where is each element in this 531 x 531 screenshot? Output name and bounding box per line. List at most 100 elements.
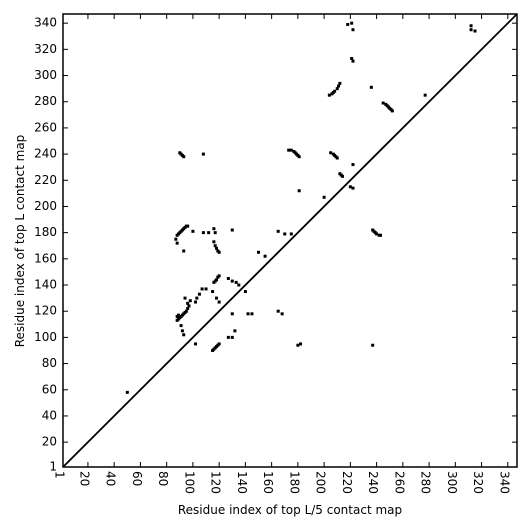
contact-point [337,84,341,88]
contact-point [246,312,250,316]
contact-point [381,101,385,105]
contact-point [180,329,184,333]
contact-point [351,59,355,63]
contact-point [335,156,339,160]
contact-point [375,232,379,236]
contact-point [215,246,219,250]
y-tick-label: 280 [34,94,57,108]
contact-point [289,232,293,236]
x-tick-label: 320 [471,471,485,494]
contact-point [263,254,267,258]
contact-point [175,241,179,245]
contact-point [215,278,219,282]
x-tick-label: 180 [287,471,301,494]
contact-point [195,296,199,300]
x-tick-label: 80 [156,471,170,486]
contact-point [207,231,211,235]
contact-point [469,28,473,32]
x-tick-label: 100 [182,471,196,494]
y-tick-label: 40 [42,408,57,422]
x-tick-label: 160 [261,471,275,494]
y-tick-label: 200 [34,199,57,213]
contact-point [350,21,354,25]
x-tick-label: 280 [419,471,433,494]
contact-point [212,227,216,231]
contact-point [230,279,234,283]
contact-point [257,250,261,254]
y-tick-label: 240 [34,147,57,161]
contact-point [335,87,339,91]
contact-point [327,93,331,97]
contact-point [351,28,355,32]
contact-point [226,276,230,280]
contact-point [179,324,183,328]
contact-point [423,93,427,97]
contact-point [338,81,342,85]
diagonal-line [62,13,518,468]
y-tick-label: 140 [34,278,57,292]
contact-point [329,151,333,155]
contact-point [237,283,241,287]
contact-point [217,300,221,304]
x-tick-label: 120 [209,471,223,494]
x-tick-label: 140 [235,471,249,494]
contact-point [346,22,350,26]
contact-point [243,290,247,294]
contact-point [287,148,291,152]
y-tick-label: 100 [34,330,57,344]
y-tick-label: 60 [42,382,57,396]
contact-point [276,229,280,233]
contact-point [350,57,354,61]
contact-point [230,312,234,316]
y-tick-label: 340 [34,16,57,30]
contact-point [379,233,383,237]
contact-point [217,250,221,254]
contact-point [175,314,179,318]
contact-point [371,343,375,347]
contact-point [469,24,473,28]
contact-point [322,195,326,199]
contact-point [226,335,230,339]
x-tick-label: 20 [77,471,91,486]
contact-point [234,280,238,284]
y-tick-label: 220 [34,173,57,187]
contact-point [250,312,254,316]
contact-point [194,342,198,346]
y-tick-label: 300 [34,68,57,82]
x-tick-label: 340 [497,471,511,494]
x-tick-label: 1 [53,471,67,479]
contact-point [369,85,373,89]
contact-point [297,155,301,159]
contact-point [289,148,293,152]
contact-point [297,189,301,193]
y-tick-label: 20 [42,435,57,449]
contact-point [280,312,284,316]
contact-point [197,292,201,296]
contact-point [473,29,477,33]
y-tick-label: 160 [34,251,57,265]
contact-point [186,224,190,228]
x-axis-label: Residue index of top L/5 contact map [178,503,402,517]
contact-point [200,287,204,291]
contact-point [212,240,216,244]
contact-point [204,287,208,291]
x-tick-label: 240 [366,471,380,494]
contact-point [213,231,217,235]
contact-point [298,342,302,346]
contact-point [191,229,195,233]
contact-point [211,290,215,294]
contact-point [215,296,219,300]
contact-point [188,299,192,303]
y-tick-label: 180 [34,225,57,239]
contact-point [187,304,191,308]
contact-point [233,329,237,333]
x-tick-label: 220 [340,471,354,494]
contact-point [276,309,280,313]
contact-point [351,186,355,190]
contact-point [182,333,186,337]
contact-point [230,335,234,339]
plot-frame [62,13,518,468]
contact-point [217,274,221,278]
contact-point [340,174,344,178]
contact-point [213,244,217,248]
